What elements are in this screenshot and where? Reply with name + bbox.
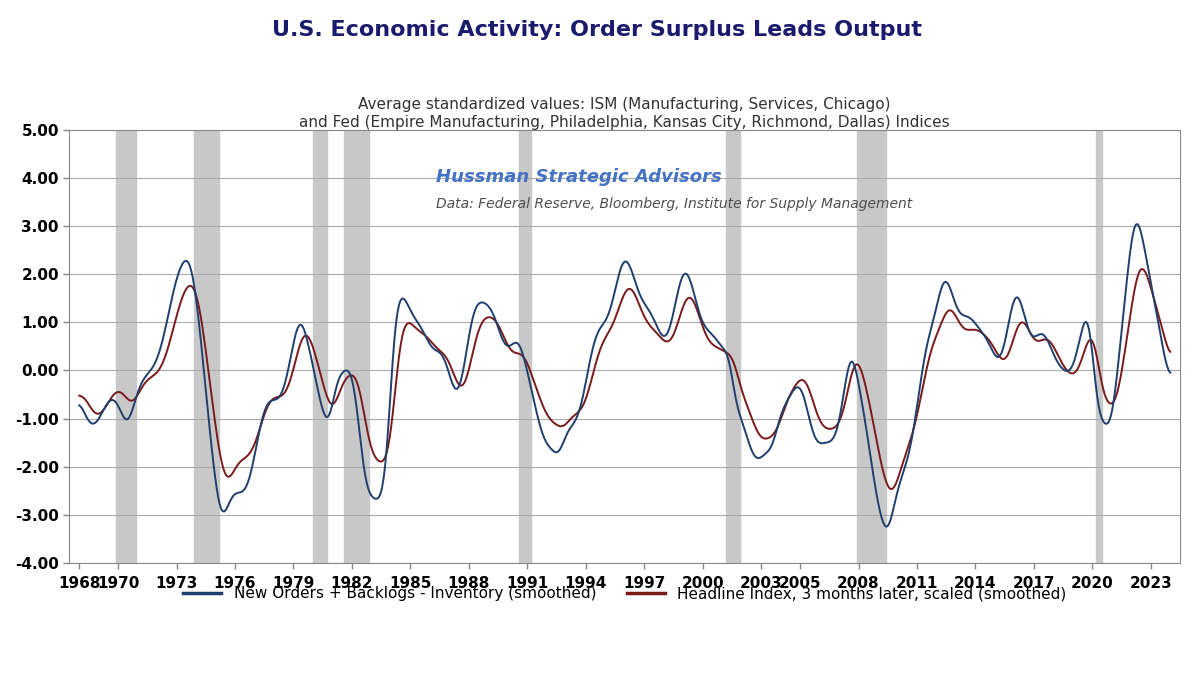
Bar <box>727 129 740 563</box>
Text: U.S. Economic Activity: Order Surplus Leads Output: U.S. Economic Activity: Order Surplus Le… <box>272 20 923 40</box>
Title: Average standardized values: ISM (Manufacturing, Services, Chicago)
and Fed (Emp: Average standardized values: ISM (Manufa… <box>300 97 950 129</box>
Text: Data: Federal Reserve, Bloomberg, Institute for Supply Management: Data: Federal Reserve, Bloomberg, Instit… <box>436 197 912 211</box>
Bar <box>1096 129 1102 563</box>
Bar <box>857 129 885 563</box>
Bar <box>313 129 326 563</box>
Text: Hussman Strategic Advisors: Hussman Strategic Advisors <box>436 168 722 186</box>
Bar <box>520 129 532 563</box>
Bar <box>116 129 136 563</box>
Legend: New Orders + Backlogs - Inventory (smoothed), Headline Index, 3 months later, sc: New Orders + Backlogs - Inventory (smoot… <box>177 580 1072 608</box>
Bar <box>344 129 369 563</box>
Bar <box>194 129 220 563</box>
